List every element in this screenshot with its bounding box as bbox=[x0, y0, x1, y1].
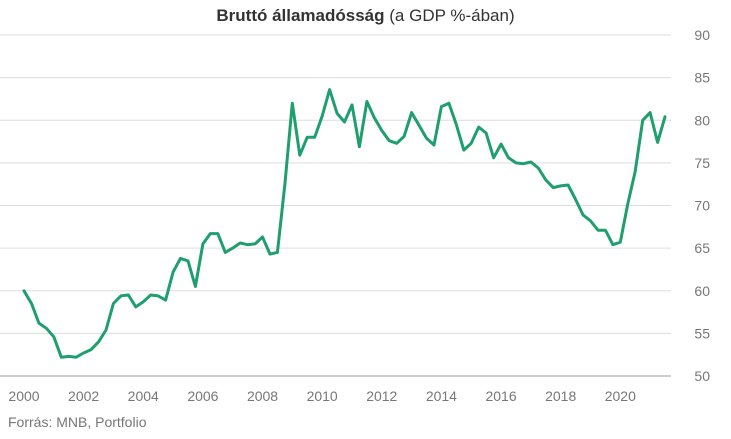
chart-title-bold: Bruttó államadósság bbox=[216, 6, 385, 25]
y-tick-label: 65 bbox=[694, 240, 710, 256]
x-tick-label: 2016 bbox=[485, 388, 516, 404]
series-line-0 bbox=[22, 88, 667, 359]
y-tick-label: 70 bbox=[694, 198, 710, 214]
x-tick-label: 2018 bbox=[545, 388, 576, 404]
source-note: Forrás: MNB, Portfolio bbox=[8, 414, 147, 430]
y-tick-label: 90 bbox=[694, 27, 710, 43]
y-tick-label: 55 bbox=[694, 325, 710, 341]
x-tick-label: 2008 bbox=[247, 388, 278, 404]
y-tick-label: 75 bbox=[694, 155, 710, 171]
x-tick-label: 2014 bbox=[426, 388, 457, 404]
x-tick-label: 2006 bbox=[187, 388, 218, 404]
y-tick-label: 50 bbox=[694, 368, 710, 384]
x-tick-label: 2004 bbox=[128, 388, 159, 404]
y-tick-label: 60 bbox=[694, 283, 710, 299]
x-tick-label: 2002 bbox=[68, 388, 99, 404]
y-tick-label: 80 bbox=[694, 112, 710, 128]
chart-title: Bruttó államadósság (a GDP %-ában) bbox=[0, 6, 731, 26]
chart-title-rest: (a GDP %-ában) bbox=[384, 6, 515, 25]
x-tick-label: 2000 bbox=[8, 388, 39, 404]
x-tick-label: 2020 bbox=[605, 388, 636, 404]
y-tick-label: 85 bbox=[694, 70, 710, 86]
x-tick-label: 2010 bbox=[307, 388, 338, 404]
x-tick-label: 2012 bbox=[366, 388, 397, 404]
